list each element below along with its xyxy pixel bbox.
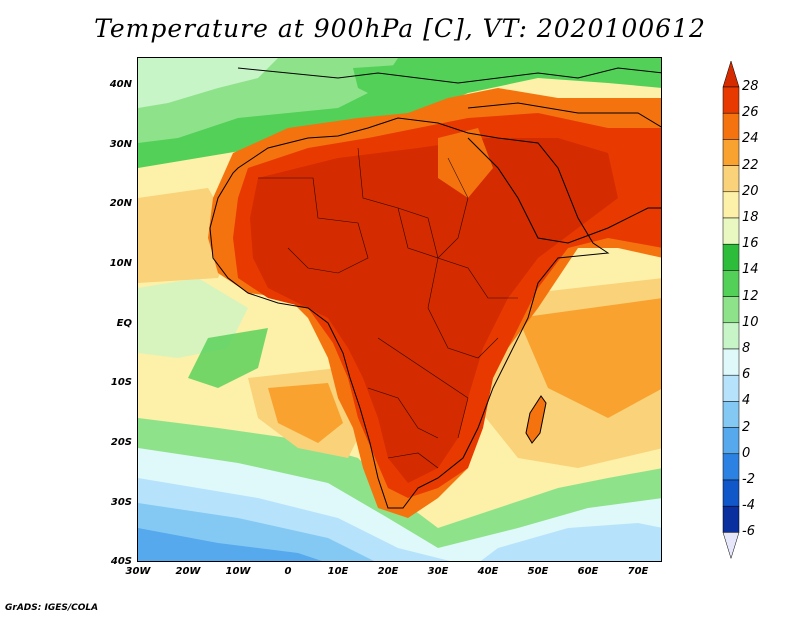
lon-label-60e: 60E — [577, 566, 599, 577]
colorbar-box — [722, 401, 740, 428]
lon-label-20w: 20W — [175, 566, 201, 577]
colorbar-box — [722, 243, 740, 271]
colorbar-label: 18 — [742, 210, 759, 225]
colorbar-label: -4 — [742, 498, 755, 514]
colorbar-label: 28 — [742, 79, 759, 94]
lon-label-10e: 10E — [327, 566, 349, 577]
colorbar-box — [722, 112, 740, 140]
colorbar-box — [722, 296, 740, 324]
colorbar-box — [722, 453, 740, 481]
colorbar-box — [722, 86, 740, 114]
colorbar-label: 22 — [742, 157, 759, 173]
lat-label-10s: 10S — [110, 377, 132, 388]
colorbar-box — [722, 217, 740, 245]
colorbar-box — [722, 270, 740, 297]
colorbar-box — [722, 348, 740, 376]
colorbar-label: 16 — [742, 236, 759, 252]
lon-label-50e: 50E — [527, 566, 549, 577]
colorbar-label: 10 — [742, 314, 759, 330]
colorbar-box — [722, 165, 740, 193]
colorbar-box — [722, 374, 740, 402]
colorbar-box — [722, 191, 740, 219]
temperature-field — [138, 58, 661, 561]
lat-label-40s: 40S — [110, 556, 132, 567]
colorbar-label: 6 — [742, 367, 751, 383]
colorbar-box — [722, 139, 740, 166]
lat-label-40n: 40N — [109, 79, 132, 90]
lat-label-30n: 30N — [109, 139, 132, 150]
colorbar-box — [722, 322, 740, 350]
colorbar-label: 24 — [742, 131, 759, 147]
colorbar-label: -6 — [742, 524, 755, 540]
colorbar-label: -2 — [742, 472, 755, 487]
lon-label-20e: 20E — [377, 566, 399, 577]
colorbar-box — [722, 427, 740, 455]
colorbar-label: 2 — [742, 419, 751, 435]
lon-label-40e: 40E — [477, 566, 499, 577]
colorbar-label: 14 — [742, 262, 759, 278]
colorbar-label: 12 — [742, 288, 759, 304]
lat-label-10n: 10N — [109, 258, 132, 269]
colorbar-label: 26 — [742, 105, 759, 121]
grads-credit: GrADS: IGES/COLA — [5, 603, 99, 613]
colorbar-top-triangle — [722, 60, 740, 88]
colorbar-box — [722, 479, 740, 507]
lon-label-0: 0 — [284, 566, 292, 577]
lat-label-eq: EQ — [116, 318, 132, 329]
lat-label-30s: 30S — [110, 497, 132, 508]
lon-label-30e: 30E — [427, 566, 449, 577]
colorbar-label: 8 — [742, 341, 751, 356]
colorbar-label: 20 — [742, 183, 759, 199]
map-title: Temperature at 900hPa [C], VT: 202010061… — [94, 14, 706, 43]
colorbar-label: 0 — [742, 445, 751, 461]
lon-label-70e: 70E — [627, 566, 649, 577]
lon-label-10w: 10W — [225, 566, 251, 577]
lat-label-20s: 20S — [110, 437, 132, 448]
colorbar-label: 4 — [742, 393, 751, 409]
colorbar-box — [722, 505, 740, 533]
lon-label-30w: 30W — [125, 566, 151, 577]
lat-label-20n: 20N — [109, 198, 132, 209]
map-plot-area — [137, 57, 662, 562]
colorbar-bottom-triangle — [722, 532, 740, 560]
